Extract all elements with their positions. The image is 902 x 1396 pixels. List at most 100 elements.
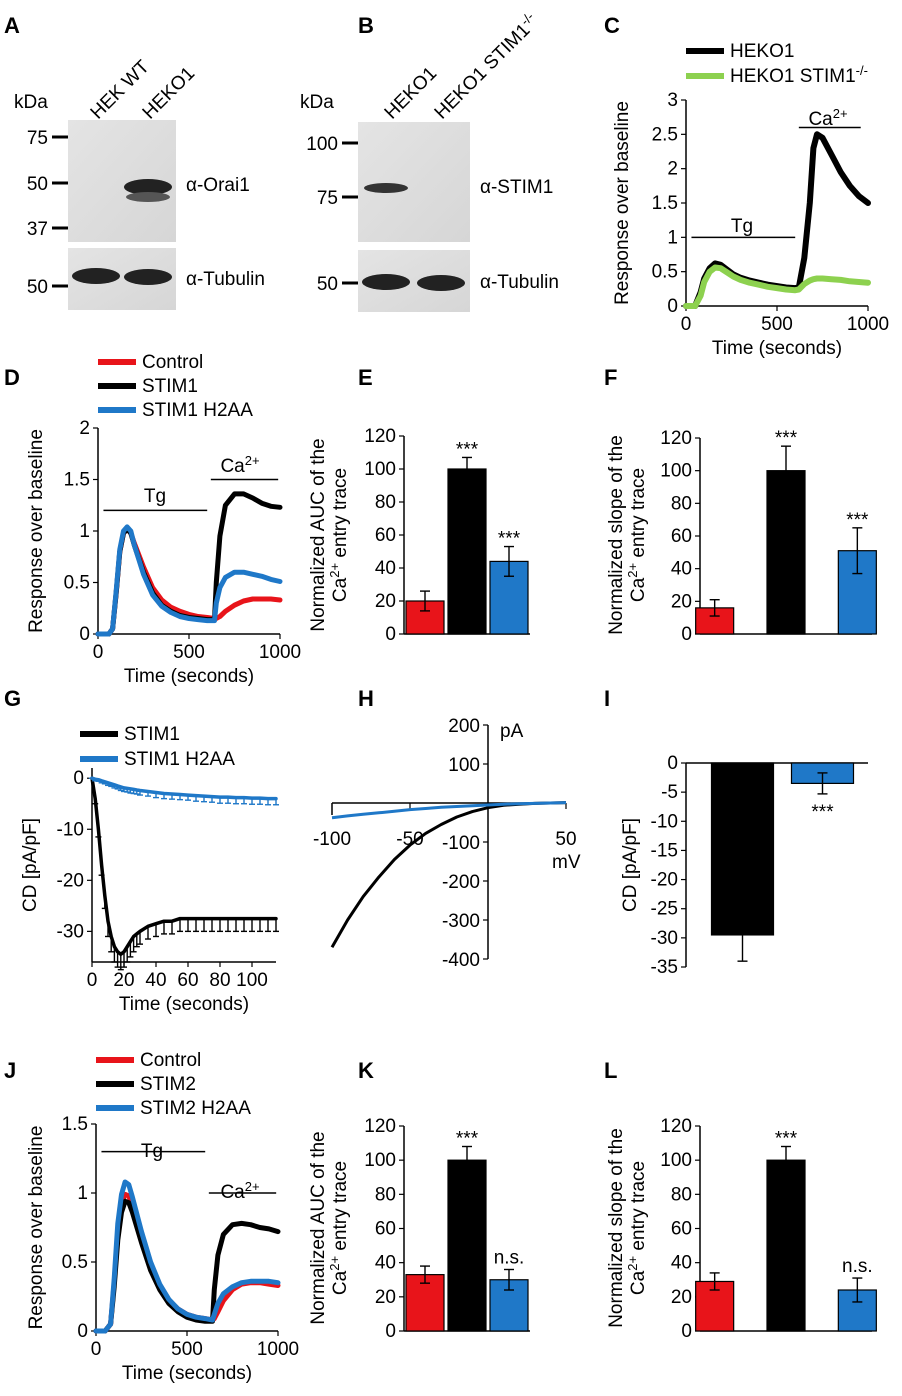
- significance-label-L-1: ***: [775, 1129, 798, 1150]
- x-tick-label-G: 0: [87, 970, 98, 991]
- marker-100-b: 100: [306, 134, 338, 155]
- y-tick-label-J: 1.5: [62, 1114, 88, 1135]
- marker-75-a: 75: [27, 128, 48, 149]
- y-tick-label-E: 40: [375, 558, 396, 579]
- y-tick-label-G: -30: [57, 921, 84, 942]
- significance-label-F-2: ***: [846, 510, 869, 531]
- y-tick-label-E: 60: [375, 525, 396, 546]
- panel-letter-h: H: [358, 686, 374, 711]
- bar-L-1: [766, 1159, 806, 1332]
- y-tick-label-F: 60: [671, 526, 692, 547]
- lane-label-b2: HEKO1 STIM1-/-: [429, 9, 544, 124]
- y-tick-label-H: 200: [448, 716, 480, 737]
- panel-letter-k: K: [358, 1058, 374, 1083]
- legend-label-J-1: STIM2: [140, 1074, 196, 1095]
- y-axis-title-J: Response over baseline: [26, 1126, 47, 1330]
- y-tick-label-H: -200: [442, 872, 480, 893]
- ylabel-k: Normalized AUC of the Ca2+ entry trace: [308, 1131, 351, 1324]
- y-tick-label-L: 120: [660, 1116, 692, 1137]
- chart-i: 0 -5 -10 -15 -20 -25 -30 -35 *** CD [pA/pF]: [620, 753, 868, 978]
- ylabel-f: Normalized slope of the Ca2+ entry trace: [606, 435, 649, 635]
- y-tick-label-D: 1.5: [64, 470, 90, 491]
- x-tick-label-C: 1000: [847, 314, 889, 335]
- tubulin-band-b1: [362, 274, 410, 290]
- blot-stim1-membrane: [358, 122, 470, 242]
- y-tick-label-G: -20: [57, 870, 84, 891]
- y-tick-label-H: -100: [442, 833, 480, 854]
- y-tick-label-L: 60: [671, 1219, 692, 1240]
- panel-letter-l: L: [604, 1058, 617, 1083]
- y-tick-label-K: 100: [364, 1150, 396, 1171]
- y-tick-label-I: -35: [651, 957, 678, 978]
- series-line-D-2: [95, 524, 283, 637]
- tg-label-j: Tg: [141, 1141, 163, 1162]
- y-tick-label-I: -5: [661, 782, 678, 803]
- y-tick-label-J: 0: [77, 1321, 88, 1342]
- y-axis-title-C: Response over baseline: [612, 101, 633, 305]
- y-tick-label-H: -300: [442, 911, 480, 932]
- y-tick-label-I: -30: [651, 928, 678, 949]
- y-tick-label-D: 2: [79, 418, 90, 439]
- y-tick-label-K: 0: [385, 1321, 396, 1342]
- x-tick-label-G: 100: [236, 970, 268, 991]
- y-tick-label-C: 0: [667, 296, 678, 317]
- y-tick-label-C: 1: [667, 227, 678, 248]
- bar-E-1: [447, 468, 487, 635]
- svg-text:Ca2+ entry trace: Ca2+ entry trace: [327, 1161, 351, 1295]
- panel-letter-b: B: [358, 13, 374, 38]
- y-tick-label-H: 100: [448, 755, 480, 776]
- tg-label-c: Tg: [731, 216, 753, 237]
- y-tick-label-I: -20: [651, 870, 678, 891]
- ca-label-d: Ca2+: [220, 453, 259, 477]
- y-tick-label-F: 120: [660, 428, 692, 449]
- unit-x-h: mV: [552, 852, 581, 873]
- significance-label-K-2: n.s.: [494, 1248, 525, 1269]
- iv-curve-H-1: [331, 801, 567, 820]
- marker-50-tub-b: 50: [317, 274, 338, 295]
- y-tick-label-K: 20: [375, 1287, 396, 1308]
- legend-label-J-2: STIM2 H2AA: [140, 1098, 251, 1119]
- y-tick-label-F: 40: [671, 559, 692, 580]
- y-tick-label-K: 60: [375, 1219, 396, 1240]
- y-tick-label-L: 100: [660, 1150, 692, 1171]
- legend-label-G-0: STIM1: [124, 724, 180, 745]
- svg-text:Normalized slope of the: Normalized slope of the: [606, 1128, 627, 1328]
- panel-letter-j: J: [4, 1058, 16, 1083]
- chart-e: 0 20 40 60 80 100 120 *** ***: [364, 426, 530, 645]
- y-tick-label-C: 0.5: [652, 262, 678, 283]
- x-tick-label-D: 500: [173, 642, 205, 663]
- bar-I-0: [710, 762, 775, 936]
- kda-label-a: kDa: [14, 92, 48, 113]
- legend-label-J-0: Control: [140, 1050, 201, 1071]
- ylabel-e: Normalized AUC of the Ca2+ entry trace: [308, 438, 351, 631]
- lane-label-b1: HEKO1: [381, 63, 441, 123]
- svg-text:Normalized slope of the: Normalized slope of the: [606, 435, 627, 635]
- stim1-band: [364, 183, 408, 193]
- y-tick-label-E: 0: [385, 624, 396, 645]
- svg-text:Normalized AUC of the: Normalized AUC of the: [308, 438, 329, 631]
- y-tick-label-H: -400: [442, 950, 480, 971]
- antibody-label-stim1: α-STIM1: [480, 177, 553, 198]
- panel-letter-f: F: [604, 365, 617, 390]
- antibody-label-tubulin-b: α-Tubulin: [480, 272, 559, 293]
- marker-37-a: 37: [27, 219, 48, 240]
- svg-text:Ca2+ entry trace: Ca2+ entry trace: [625, 468, 649, 602]
- y-tick-label-C: 2.5: [652, 124, 678, 145]
- significance-label-E-2: ***: [498, 529, 521, 550]
- y-tick-label-K: 40: [375, 1253, 396, 1274]
- x-tick-label-C: 0: [681, 314, 692, 335]
- panel-letter-a: A: [4, 13, 20, 38]
- panel-letter-e: E: [358, 365, 373, 390]
- x-tick-label-G: 80: [209, 970, 230, 991]
- antibody-label-tubulin-a: α-Tubulin: [186, 269, 265, 290]
- y-tick-label-K: 120: [364, 1116, 396, 1137]
- y-tick-label-C: 3: [667, 90, 678, 111]
- x-axis-title-C: Time (seconds): [712, 338, 842, 359]
- tubulin-band-a1: [72, 268, 120, 284]
- significance-label-F-1: ***: [775, 428, 798, 449]
- y-tick-label-J: 1: [77, 1183, 88, 1204]
- panel-letter-i: I: [604, 686, 610, 711]
- significance-label-L-2: n.s.: [842, 1256, 873, 1277]
- y-tick-label-I: -15: [651, 840, 678, 861]
